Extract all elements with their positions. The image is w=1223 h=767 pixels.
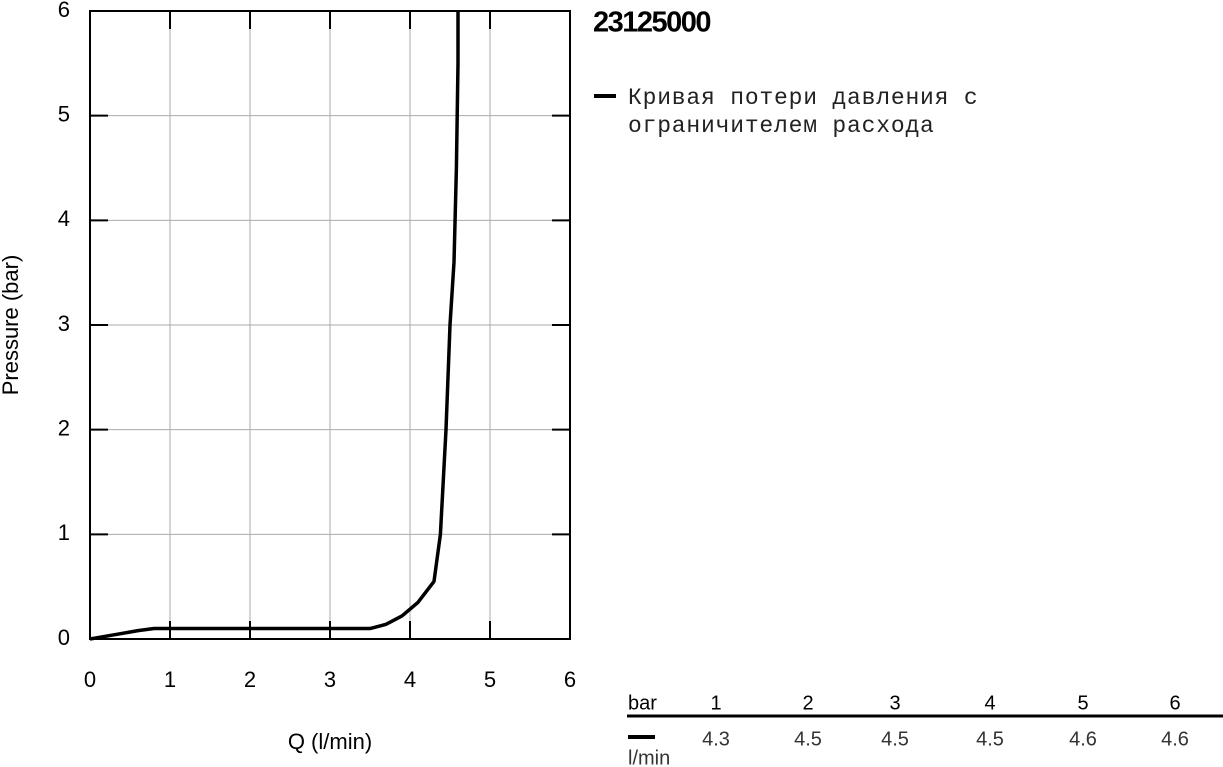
y-tick-label: 2 [58,415,70,440]
x-tick-label: 5 [484,667,496,692]
data-line [89,11,460,641]
x-tick-label: 0 [84,667,96,692]
x-tick-label: 2 [244,667,256,692]
y-axis-label: Pressure (bar) [0,255,23,396]
table-cell: 4.3 [702,728,730,750]
table-header: 6 [1169,692,1180,714]
table-row-label: l/min [628,747,670,767]
y-tick-label: 5 [58,101,70,126]
table-header: 1 [710,692,721,714]
table-header: 4 [984,692,995,714]
chart-title: 23125000 [593,7,710,39]
table-header: bar [628,692,657,714]
plot-frame [89,10,571,640]
y-tick-label: 1 [58,520,70,545]
x-tick-label: 6 [564,667,576,692]
table-cell: 4.6 [1161,728,1189,750]
table-cell: 4.6 [1069,728,1097,750]
y-tick-label: 6 [58,0,70,22]
table-cell: 4.5 [794,728,822,750]
y-tick-label: 0 [58,625,70,650]
table-cell: 4.5 [881,728,909,750]
table-cell: 4.5 [976,728,1004,750]
x-axis-label: Q (l/min) [288,729,372,754]
x-tick-label: 3 [324,667,336,692]
y-tick-label: 4 [58,206,70,231]
x-tick-label: 4 [404,667,416,692]
table-header: 5 [1077,692,1088,714]
table-header: 3 [889,692,900,714]
table-header: 2 [802,692,813,714]
y-tick-label: 3 [58,311,70,336]
x-tick-label: 1 [164,667,176,692]
legend-label: Кривая потери давления с ограничителем р… [628,85,979,139]
